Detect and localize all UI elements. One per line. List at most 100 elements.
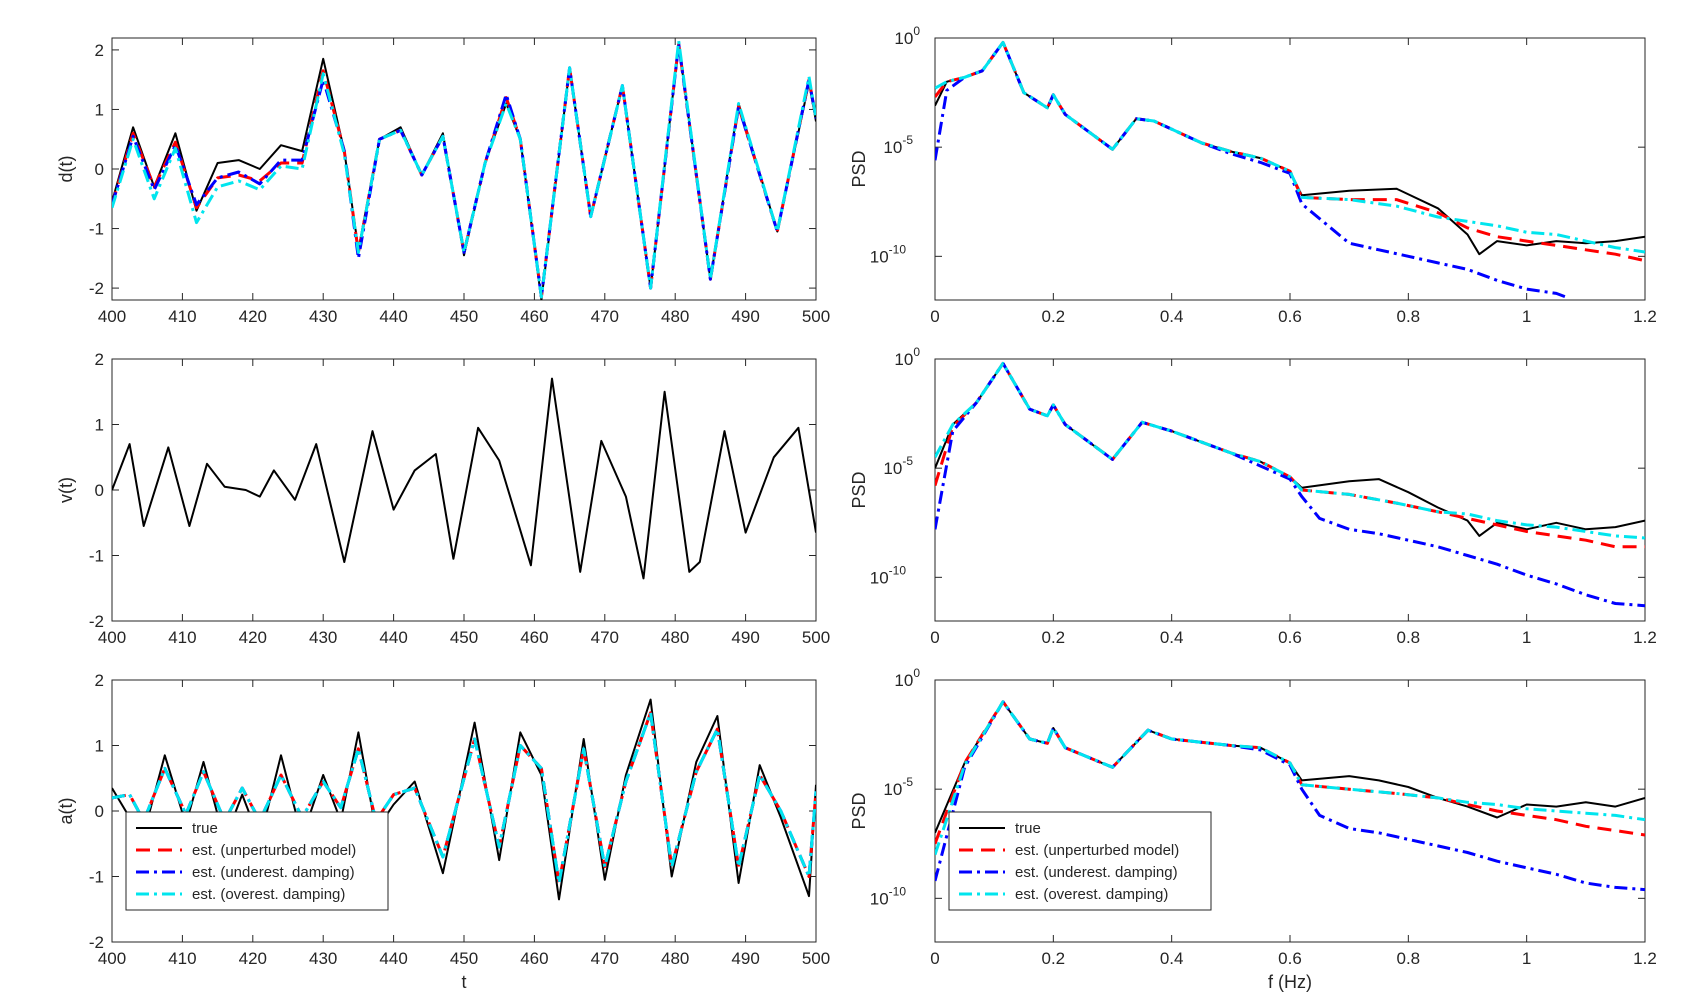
x-tick-label: 1.2 [1633, 628, 1657, 647]
y-tick-label: 100 [894, 666, 920, 690]
y-tick-label: 1 [95, 737, 104, 756]
y-tick-label: 10-5 [883, 775, 913, 799]
x-tick-label: 0.6 [1278, 628, 1302, 647]
x-tick-label: 450 [450, 628, 478, 647]
x-tick-label: 430 [309, 949, 337, 968]
y-tick-label: 10-5 [883, 133, 913, 157]
y-tick-label: 100 [894, 345, 920, 369]
x-tick-label: 0 [930, 949, 939, 968]
y-axis-label: PSD [849, 471, 869, 508]
x-tick-label: 0.2 [1042, 949, 1066, 968]
series-line-2 [935, 40, 1569, 300]
series-line-3 [112, 711, 816, 885]
x-tick-label: 410 [168, 949, 196, 968]
y-tick-label: -2 [89, 279, 104, 298]
x-tick-label: 470 [591, 307, 619, 326]
x-tick-label: 500 [802, 949, 830, 968]
x-tick-label: 480 [661, 307, 689, 326]
legend: true est. (unperturbed model) est. (undere… [125, 811, 389, 911]
x-tick-label: 430 [309, 628, 337, 647]
y-tick-label: 100 [894, 24, 920, 48]
x-tick-label: 470 [591, 628, 619, 647]
legend-label: est. (unperturbed model) [192, 842, 356, 859]
x-tick-label: 500 [802, 307, 830, 326]
y-axis-label: v(t) [56, 477, 76, 503]
y-axis-label: a(t) [56, 798, 76, 825]
panel-a-psd: 0 0.2 0.4 0.6 0.8 1 1.2 100 10-5 10-10 PSD f (Hz) tr… [849, 666, 1657, 992]
legend-label: est. (overest. damping) [1015, 886, 1168, 903]
y-tick-label: -1 [89, 547, 104, 566]
series-line-3 [112, 39, 816, 299]
x-tick-label: 410 [168, 307, 196, 326]
y-tick-label: 1 [95, 416, 104, 435]
panel-a-time: 400 410 420 430 440 450 460 470 480 490 500 -2 -1 0 1 2… [56, 671, 830, 992]
y-tick-label: 2 [95, 41, 104, 60]
series-line-3 [935, 700, 1645, 856]
y-axis-label: PSD [849, 792, 869, 829]
axes-box [111, 358, 817, 622]
y-tick-label: -2 [89, 933, 104, 952]
x-tick-label: 410 [168, 628, 196, 647]
panel-d-time: 400 410 420 430 440 450 460 470 480 490 500 -2 -1 0 1 2… [56, 37, 830, 326]
x-tick-label: 450 [450, 949, 478, 968]
y-tick-label: 0 [95, 160, 104, 179]
legend-label: true [1015, 820, 1041, 837]
x-tick-label: 460 [520, 628, 548, 647]
x-tick-label: 400 [98, 307, 126, 326]
y-tick-label: 10-10 [870, 242, 907, 266]
x-tick-label: 1.2 [1633, 307, 1657, 326]
x-tick-label: 490 [731, 949, 759, 968]
x-tick-label: 1.2 [1633, 949, 1657, 968]
x-tick-label: 0.8 [1397, 307, 1421, 326]
x-tick-label: 450 [450, 307, 478, 326]
x-tick-label: 1 [1522, 307, 1531, 326]
x-tick-label: 0.4 [1160, 628, 1184, 647]
x-axis-label: f (Hz) [1268, 972, 1312, 992]
y-axis-label: d(t) [56, 156, 76, 183]
x-tick-label: 0.2 [1042, 628, 1066, 647]
y-tick-label: 0 [95, 802, 104, 821]
series-line-3 [935, 361, 1645, 540]
x-axis-label: t [461, 972, 466, 992]
x-tick-label: 400 [98, 628, 126, 647]
x-tick-label: 440 [379, 628, 407, 647]
x-tick-label: 480 [661, 628, 689, 647]
legend-label: est. (overest. damping) [192, 886, 345, 903]
x-tick-label: 490 [731, 628, 759, 647]
x-tick-label: 0.8 [1397, 949, 1421, 968]
x-tick-label: 0.6 [1278, 307, 1302, 326]
legend-label: est. (underest. damping) [1015, 864, 1178, 881]
x-tick-label: 0 [930, 628, 939, 647]
y-tick-label: 10-10 [870, 884, 907, 908]
x-tick-label: 460 [520, 307, 548, 326]
x-tick-label: 0.4 [1160, 307, 1184, 326]
x-tick-label: 0.4 [1160, 949, 1184, 968]
axes-box [111, 37, 817, 301]
x-tick-label: 400 [98, 949, 126, 968]
x-tick-label: 440 [379, 949, 407, 968]
series-line-0 [112, 377, 816, 580]
x-tick-label: 470 [591, 949, 619, 968]
x-tick-label: 490 [731, 307, 759, 326]
x-tick-label: 460 [520, 949, 548, 968]
axes-box [934, 358, 1646, 622]
x-tick-label: 0.2 [1042, 307, 1066, 326]
y-tick-label: -2 [89, 612, 104, 631]
y-tick-label: 1 [95, 100, 104, 119]
y-tick-label: -1 [89, 220, 104, 239]
x-tick-label: 480 [661, 949, 689, 968]
x-tick-label: 420 [239, 628, 267, 647]
panel-v-psd: 0 0.2 0.4 0.6 0.8 1 1.2 100 10-5 10-10 PSD [849, 345, 1657, 647]
y-tick-label: 10-10 [870, 563, 907, 587]
y-tick-label: 10-5 [883, 454, 913, 478]
x-tick-label: 420 [239, 307, 267, 326]
panel-v-time: 400 410 420 430 440 450 460 470 480 490 500 -2 -1 0 1 2… [56, 350, 830, 647]
legend-label: est. (unperturbed model) [1015, 842, 1179, 859]
y-axis-label: PSD [849, 150, 869, 187]
legend-label: est. (underest. damping) [192, 864, 355, 881]
x-tick-label: 0.8 [1397, 628, 1421, 647]
x-tick-label: 440 [379, 307, 407, 326]
y-tick-label: 2 [95, 350, 104, 369]
y-tick-label: 2 [95, 671, 104, 690]
